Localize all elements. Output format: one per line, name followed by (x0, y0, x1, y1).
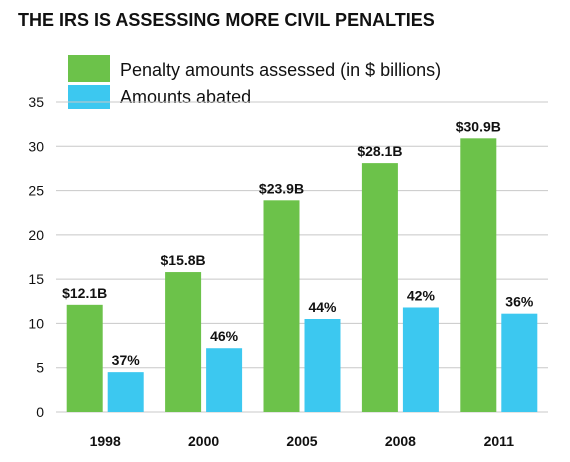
bar-abated-1998 (107, 372, 144, 412)
y-tick-label: 0 (36, 404, 44, 420)
data-label: $15.8B (161, 252, 206, 268)
legend-label-abated: Amounts abated (120, 87, 251, 107)
legend-swatch-penalty (68, 55, 110, 82)
bar-abated-2000 (206, 348, 243, 412)
legend-label-penalty: Penalty amounts assessed (in $ billions) (120, 60, 441, 80)
y-tick-label: 5 (36, 360, 44, 376)
data-label: 44% (308, 299, 337, 315)
bar-abated-2008 (402, 307, 439, 412)
x-tick-label: 2005 (286, 433, 317, 449)
y-tick-label: 35 (28, 94, 44, 110)
legend: Penalty amounts assessed (in $ billions)… (68, 55, 441, 109)
legend-swatch-abated (68, 85, 110, 109)
bar-penalty-1998 (66, 304, 103, 412)
x-tick-label: 2008 (385, 433, 416, 449)
x-tick-label: 2011 (484, 433, 515, 449)
data-label: $12.1B (62, 285, 107, 301)
bar-penalty-2000 (165, 272, 202, 412)
data-label: $23.9B (259, 180, 304, 196)
data-label: 37% (112, 352, 141, 368)
bar-penalty-2008 (361, 163, 398, 412)
x-axis: 1998 2000 2005 2008 2011 (90, 433, 515, 449)
x-tick-label: 2000 (188, 433, 219, 449)
bar-abated-2011 (501, 313, 538, 412)
data-label: $28.1B (357, 143, 402, 159)
bars: $12.1B 37% $15.8B 46% $23.9B 44% $28.1B 42% $30.… (62, 118, 538, 413)
y-tick-label: 30 (28, 138, 44, 154)
y-tick-label: 25 (28, 183, 44, 199)
data-label: 42% (407, 287, 436, 303)
y-axis: 0 5 10 15 20 25 30 35 (28, 94, 44, 420)
data-label: 36% (505, 294, 534, 310)
x-tick-label: 1998 (90, 433, 121, 449)
bar-penalty-2005 (263, 200, 300, 412)
bar-penalty-2011 (460, 138, 497, 413)
y-tick-label: 15 (28, 271, 44, 287)
data-label: $30.9B (456, 118, 501, 134)
y-tick-label: 10 (28, 315, 44, 331)
y-tick-label: 20 (28, 227, 44, 243)
chart-title: THE IRS IS ASSESSING MORE CIVIL PENALTIE… (18, 10, 435, 30)
bar-abated-2005 (304, 319, 341, 412)
grid (56, 101, 548, 413)
data-label: 46% (210, 328, 239, 344)
